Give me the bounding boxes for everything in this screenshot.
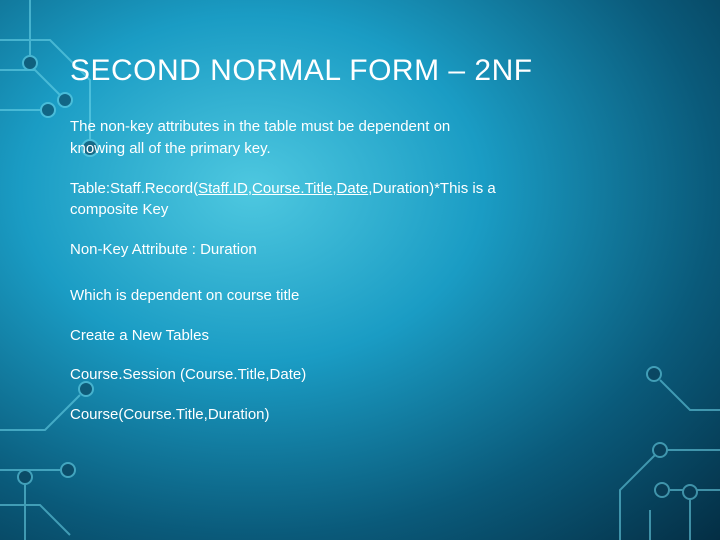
paragraph-5: Create a New Tables bbox=[70, 325, 630, 347]
p2-key1: Staff.ID bbox=[198, 180, 248, 197]
paragraph-4: Which is dependent on course title bbox=[70, 285, 630, 307]
p1-line2: knowing all of the primary key. bbox=[70, 140, 271, 157]
p2-line2: composite Key bbox=[70, 201, 168, 218]
paragraph-3: Non-Key Attribute : Duration bbox=[70, 239, 630, 261]
paragraph-1: The non-key attributes in the table must… bbox=[70, 116, 630, 160]
p2-pre: Table:Staff.Record( bbox=[70, 180, 198, 197]
p1-line1: The non-key attributes in the table must… bbox=[70, 118, 450, 135]
p2-c3: ,Duration)*This is a bbox=[368, 180, 496, 197]
paragraph-2: Table:Staff.Record(Staff.ID,Course.Title… bbox=[70, 178, 630, 222]
p2-key3: Date bbox=[337, 180, 369, 197]
paragraph-6: Course.Session (Course.Title,Date) bbox=[70, 364, 630, 386]
slide-title: SECOND NORMAL FORM – 2NF bbox=[70, 54, 650, 88]
p2-key2: Course.Title bbox=[252, 180, 332, 197]
slide-content: SECOND NORMAL FORM – 2NF The non-key att… bbox=[0, 0, 720, 426]
paragraph-7: Course(Course.Title,Duration) bbox=[70, 404, 630, 426]
